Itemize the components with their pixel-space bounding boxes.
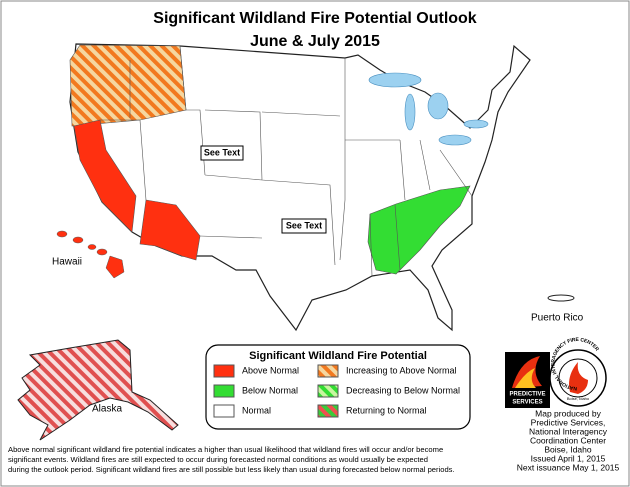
footnote-line: during the outlook period. Significant w… bbox=[8, 465, 455, 474]
legend-label: Normal bbox=[242, 405, 271, 415]
credit-line: Next issuance May 1, 2015 bbox=[517, 462, 620, 472]
title: Significant Wildland Fire Potential Outl… bbox=[153, 10, 477, 27]
legend-label: Increasing to Above Normal bbox=[346, 365, 457, 375]
credit-line: Map produced by bbox=[535, 408, 601, 418]
see-text-label: See Text bbox=[286, 220, 322, 230]
footnote-line: significant events. Wildland fires are s… bbox=[8, 455, 428, 464]
logo-text: SERVICES bbox=[512, 400, 542, 406]
credits: Map produced by Predictive Services, Nat… bbox=[517, 408, 620, 472]
credit-line: Boise, Idaho bbox=[544, 444, 592, 454]
hawaii-label: Hawaii bbox=[52, 257, 82, 268]
see-text-box bbox=[200, 145, 244, 161]
alaska-label: Alaska bbox=[92, 404, 122, 415]
legend-label: Above Normal bbox=[242, 365, 299, 375]
subtitle: June & July 2015 bbox=[250, 33, 380, 50]
see-text-box bbox=[281, 218, 327, 234]
puerto-rico-label: Puerto Rico bbox=[531, 313, 584, 324]
puerto-rico bbox=[547, 294, 575, 302]
credit-line: Issued April 1, 2015 bbox=[531, 453, 606, 463]
credit-line: Coordination Center bbox=[530, 435, 606, 445]
footnote: Above normal significant wildland fire p… bbox=[8, 445, 455, 474]
footnote-line: Above normal significant wildland fire p… bbox=[8, 445, 443, 454]
legend-title: Significant Wildland Fire Potential bbox=[249, 350, 427, 362]
legend-label: Returning to Normal bbox=[346, 405, 427, 415]
legend-label: Below Normal bbox=[242, 385, 298, 395]
conus bbox=[69, 43, 531, 332]
logo-text: PREDICTIVE bbox=[509, 392, 545, 398]
logo-text: Boise, Idaho bbox=[567, 396, 590, 401]
credit-line: National Interagency bbox=[529, 426, 608, 436]
alaska bbox=[17, 339, 179, 441]
legend: Significant Wildland Fire Potential Abov… bbox=[205, 344, 471, 430]
see-text-label: See Text bbox=[204, 147, 240, 157]
credit-line: Predictive Services, bbox=[531, 417, 606, 427]
predictive-logo: PREDICTIVE SERVICES bbox=[505, 352, 550, 408]
legend-label: Decreasing to Below Normal bbox=[346, 385, 460, 395]
hawaii bbox=[56, 230, 125, 279]
